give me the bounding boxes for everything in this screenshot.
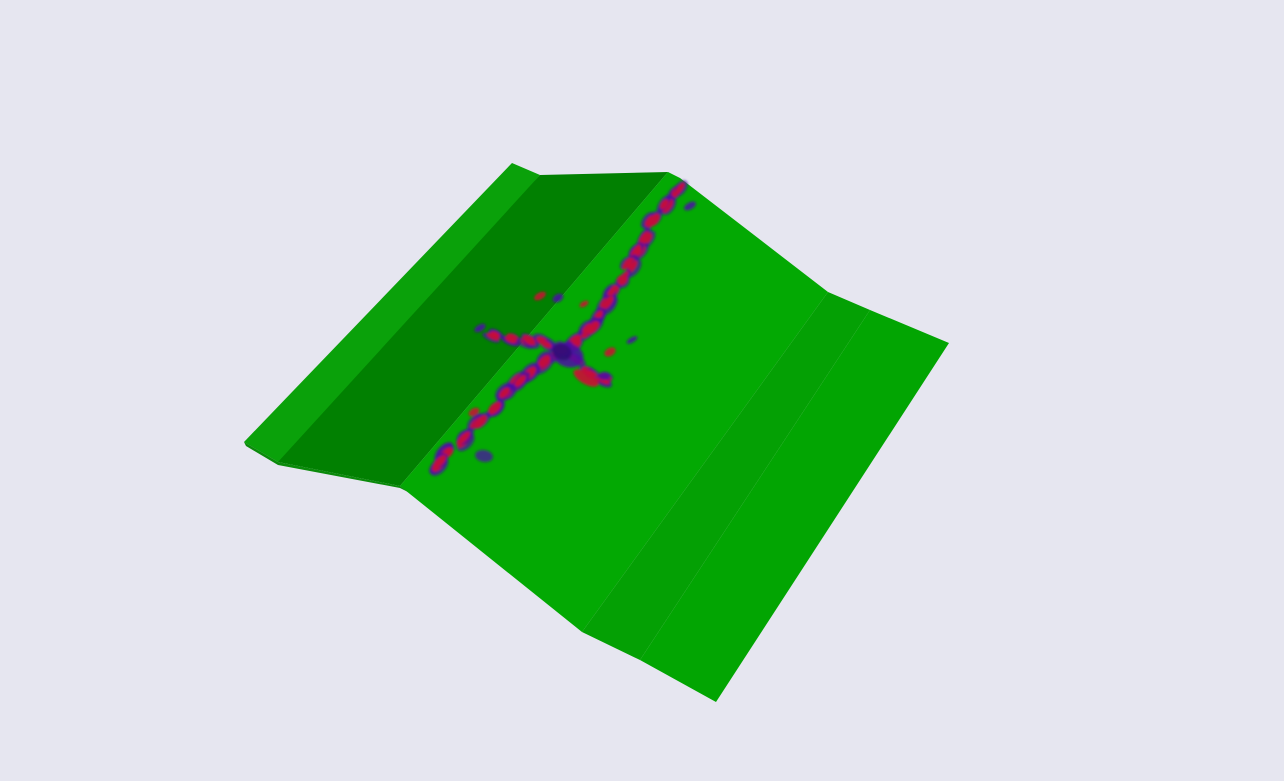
crack-side-blob-core: [522, 334, 536, 344]
crack-lower-blob-core: [499, 387, 510, 398]
small-blob: [604, 347, 616, 357]
small-blob: [534, 291, 546, 301]
surface-panel-center-ridge: [400, 172, 828, 632]
surface-panel-left-flat: [244, 163, 540, 462]
crack-side-blob-core: [486, 332, 500, 341]
vortex-core: [552, 343, 572, 361]
crack-upper-blob-core: [660, 199, 669, 210]
crack-lower-blob-core: [514, 375, 526, 387]
crack-upper-blob-core: [649, 213, 660, 227]
surface-panel-left-slope: [278, 172, 668, 486]
small-blob: [626, 336, 638, 344]
surface-panel-right-slope: [582, 292, 870, 660]
crack-lower-blob-core: [456, 431, 471, 446]
crack-upper-blob-core: [617, 274, 628, 286]
small-blob: [579, 300, 589, 308]
small-blob: [684, 201, 696, 211]
crack-side-blob-core: [505, 336, 516, 344]
surface-panel-right-flat: [640, 310, 949, 702]
crack-upper-blob-core: [603, 295, 614, 309]
crack-side-blob-core: [540, 340, 552, 349]
crack-upper-blob-core: [622, 257, 632, 270]
vortex-tail: [573, 369, 599, 387]
small-blob: [552, 293, 564, 303]
side-swirl: [598, 372, 610, 380]
crack-lower-blob-core: [433, 455, 447, 468]
isosurface-features: [429, 180, 696, 476]
crack-lower-blob-core: [488, 401, 502, 415]
crack-lower-blob-core: [473, 415, 488, 429]
crack-side-blob-core: [585, 369, 598, 377]
terrain-surface: [244, 163, 949, 702]
small-blob: [474, 323, 486, 333]
crack-upper-blob-core: [675, 182, 685, 196]
crack-lower-blob-core: [586, 321, 600, 335]
crack-upper-blob-core: [642, 232, 653, 245]
crack-lower-blob-core: [582, 323, 593, 334]
lower-swirl: [475, 449, 493, 463]
crack-lower-blob-core: [537, 355, 551, 368]
small-blob: [468, 407, 480, 417]
